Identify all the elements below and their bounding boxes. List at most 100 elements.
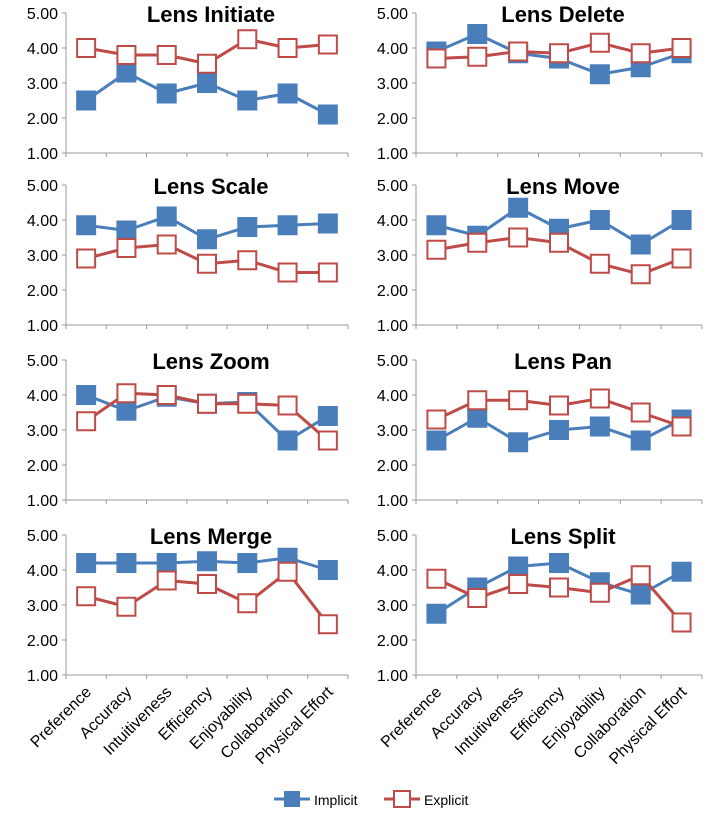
data-point-explicit [630, 402, 651, 423]
x-axis-category-labels: PreferenceAccuracyIntuitivenessEfficienc… [28, 683, 691, 768]
y-tick-label: 1.00 [27, 668, 58, 685]
data-point-implicit [197, 229, 217, 250]
y-tick-label: 4.00 [377, 388, 408, 405]
data-point-implicit [671, 210, 692, 230]
y-tick-label: 3.00 [27, 248, 58, 265]
y-tick-label: 3.00 [27, 76, 58, 93]
chart-lens-zoom: 1.00 2.00 3.00 4.00 5.00 Lens Zoom [27, 349, 349, 510]
data-point-explicit [116, 45, 137, 65]
data-point-implicit [671, 561, 692, 582]
data-point-implicit [277, 430, 298, 451]
y-tick-label: 5.00 [27, 178, 58, 195]
data-point-explicit [671, 416, 692, 437]
data-point-implicit [76, 215, 97, 236]
chart-lens-split: 1.00 2.00 3.00 4.00 5.00 Lens Split [377, 524, 703, 685]
data-point-implicit [589, 64, 610, 85]
data-point-implicit [277, 215, 298, 236]
y-tick-label: 4.00 [27, 563, 58, 580]
legend-implicit-label: Implicit [314, 792, 358, 808]
data-point-explicit [156, 234, 177, 255]
y-tick-label: 5.00 [27, 353, 58, 370]
data-point-explicit [589, 582, 610, 603]
data-point-explicit [426, 409, 447, 430]
y-tick-label: 2.00 [377, 111, 408, 128]
data-point-explicit [630, 43, 651, 64]
y-tick-label: 5.00 [377, 6, 408, 23]
data-point-implicit [116, 400, 137, 421]
data-point-implicit [467, 24, 488, 44]
chart-lens-initiate: 1.00 2.00 3.00 4.00 5.00 Lens Initiate [27, 2, 349, 163]
data-point-implicit [237, 553, 258, 573]
data-point-explicit [277, 561, 298, 582]
data-point-implicit [508, 432, 529, 453]
y-tick-label: 1.00 [377, 318, 408, 335]
series-explicit [76, 29, 338, 74]
x-tick-label: Preference [378, 684, 445, 751]
data-point-explicit [467, 588, 488, 608]
chart-title: Lens Pan [514, 349, 612, 374]
data-point-explicit [508, 227, 529, 248]
y-tick-label: 4.00 [27, 388, 58, 405]
data-point-implicit [237, 90, 258, 111]
data-point-implicit [317, 406, 338, 426]
y-tick-label: 5.00 [27, 528, 58, 545]
data-point-implicit [197, 551, 217, 572]
y-tick-label: 2.00 [27, 283, 58, 300]
chart-title: Lens Split [510, 524, 616, 549]
y-tick-label: 1.00 [377, 668, 408, 685]
y-tick-label: 2.00 [377, 458, 408, 475]
y-tick-label: 2.00 [377, 633, 408, 650]
data-point-explicit [589, 32, 610, 53]
data-point-explicit [237, 250, 258, 271]
chart-lens-merge: 1.00 2.00 3.00 4.00 5.00 Lens Merge [27, 524, 349, 685]
data-point-explicit [317, 430, 338, 451]
data-point-explicit [156, 385, 177, 405]
data-point-explicit [197, 53, 217, 74]
data-point-implicit [197, 73, 217, 93]
data-point-explicit [116, 596, 137, 617]
chart-title: Lens Scale [154, 174, 269, 199]
y-tick-label: 4.00 [27, 213, 58, 230]
y-tick-label: 2.00 [27, 111, 58, 128]
series-explicit [76, 234, 338, 283]
data-point-implicit [237, 217, 258, 237]
chart-lens-pan: 1.00 2.00 3.00 4.00 5.00 Lens Pan [377, 349, 703, 510]
data-point-explicit [156, 45, 177, 65]
data-point-implicit [508, 197, 529, 218]
data-point-implicit [156, 206, 177, 227]
data-point-explicit [508, 390, 529, 411]
series-implicit [426, 407, 692, 453]
data-point-implicit [277, 83, 298, 104]
data-point-explicit [197, 253, 217, 274]
data-point-explicit [156, 570, 177, 591]
data-point-explicit [467, 46, 488, 67]
data-point-explicit [671, 248, 692, 269]
data-point-explicit [76, 248, 97, 269]
data-point-implicit [630, 430, 651, 451]
chart-title: Lens Merge [150, 524, 272, 549]
chart-lens-scale: 1.00 2.00 3.00 4.00 5.00 Lens Scale [27, 174, 349, 335]
data-point-implicit [116, 62, 137, 83]
legend-implicit-marker [284, 791, 300, 807]
data-point-explicit [467, 390, 488, 411]
data-point-explicit [76, 38, 97, 58]
y-tick-label: 2.00 [377, 283, 408, 300]
legend-explicit-label: Explicit [424, 792, 468, 808]
chart-lens-delete: 1.00 2.00 3.00 4.00 5.00 Lens Delete [377, 2, 703, 163]
data-point-explicit [589, 388, 610, 409]
chart-title: Lens Move [506, 174, 620, 199]
data-point-explicit [589, 253, 610, 274]
data-point-explicit [508, 574, 529, 594]
data-point-explicit [116, 238, 137, 258]
y-tick-label: 3.00 [377, 598, 408, 615]
series-explicit [426, 32, 692, 69]
series-explicit [426, 388, 692, 437]
data-point-implicit [426, 215, 447, 236]
x-tick-label: Preference [28, 684, 95, 751]
y-tick-label: 4.00 [27, 41, 58, 58]
y-tick-label: 5.00 [377, 528, 408, 545]
series-explicit [76, 561, 338, 635]
data-point-explicit [76, 411, 97, 432]
y-tick-label: 1.00 [377, 493, 408, 510]
data-point-implicit [116, 220, 137, 241]
